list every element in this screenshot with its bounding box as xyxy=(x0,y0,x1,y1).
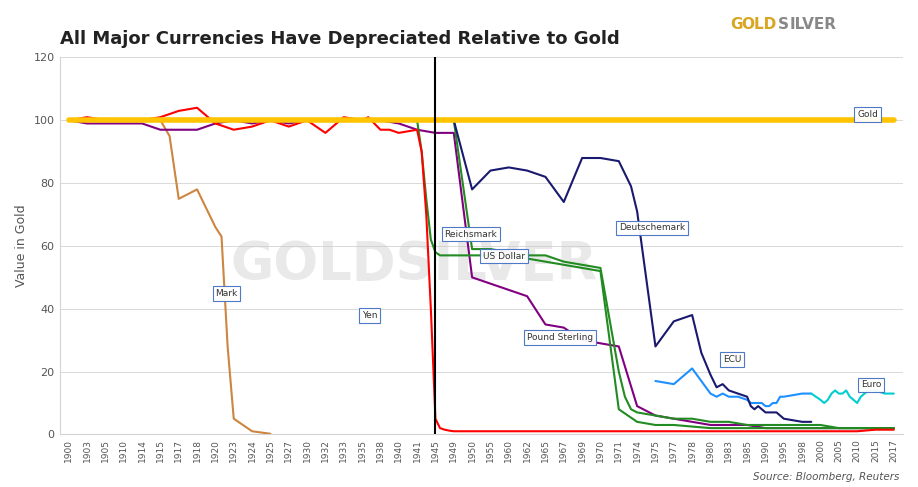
Text: US Dollar: US Dollar xyxy=(483,251,525,261)
Text: Euro: Euro xyxy=(861,380,881,389)
Text: All Major Currencies Have Depreciated Relative to Gold: All Major Currencies Have Depreciated Re… xyxy=(60,30,620,48)
Text: Deutschemark: Deutschemark xyxy=(619,223,685,232)
Text: Source: Bloomberg, Reuters: Source: Bloomberg, Reuters xyxy=(754,472,900,482)
Text: Mark: Mark xyxy=(216,289,238,298)
Y-axis label: Value in Gold: Value in Gold xyxy=(15,205,28,287)
Text: Yen: Yen xyxy=(362,311,377,320)
Text: Reichsmark: Reichsmark xyxy=(444,229,498,239)
Text: ILVER: ILVER xyxy=(789,17,836,32)
Text: ECU: ECU xyxy=(722,355,741,364)
Text: GOLDSILVER: GOLDSILVER xyxy=(230,239,598,291)
Text: G: G xyxy=(730,17,743,32)
Text: Gold: Gold xyxy=(857,110,878,119)
Text: Pound Sterling: Pound Sterling xyxy=(527,333,593,342)
Text: S: S xyxy=(778,17,789,32)
Text: OLD: OLD xyxy=(742,17,777,32)
